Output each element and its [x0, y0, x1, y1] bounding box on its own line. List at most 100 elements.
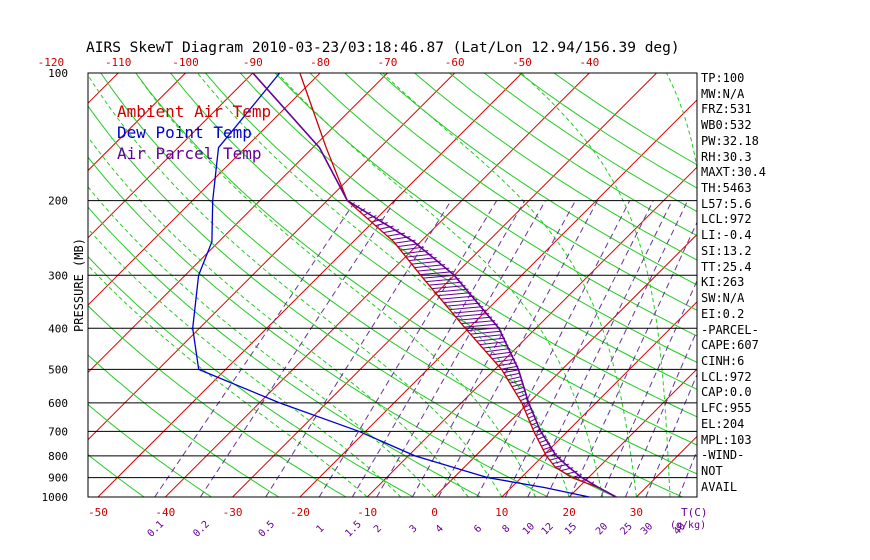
pressure-tick: 800	[48, 450, 68, 463]
chart-title: AIRS SkewT Diagram 2010-03-23/03:18:46.8…	[86, 40, 680, 56]
cape-hatch-mark	[503, 369, 520, 374]
mixing-ratio-line	[438, 200, 598, 497]
cape-hatch-mark	[411, 260, 441, 265]
isotherm-line	[88, 73, 456, 441]
legend-entry: Ambient Air Temp	[117, 102, 271, 121]
moist-adiabat	[88, 136, 469, 497]
isotherm-line	[232, 73, 657, 497]
isotherm-line	[366, 166, 697, 497]
isotherm-line	[501, 301, 697, 497]
mixing-ratio-tick: 20	[594, 521, 610, 537]
stat-entry: EL:204	[701, 416, 745, 431]
cape-hatch-mark	[509, 379, 523, 384]
pressure-tick: 200	[48, 195, 68, 208]
stat-entry: CAPE:607	[701, 338, 759, 353]
stat-entry: MAXT:30.4	[701, 165, 767, 180]
stat-entry: KI:263	[701, 275, 745, 290]
background-lines	[88, 73, 870, 497]
cape-hatch-mark	[434, 288, 469, 293]
cape-hatch-mark	[516, 390, 526, 395]
stat-entry: TP:100	[701, 71, 745, 85]
bottom-temperature-tick: -10	[357, 506, 377, 519]
cape-hatch-mark	[440, 295, 475, 300]
cape-hatch-mark	[367, 215, 377, 220]
legend-entry: Air Parcel Temp	[117, 144, 262, 163]
isotherm-line	[771, 73, 870, 497]
stat-entry: LFC:955	[701, 401, 752, 416]
legend-entry: Dew Point Temp	[117, 123, 252, 142]
moist-adiabat	[197, 73, 570, 497]
cape-hatch-mark	[452, 309, 487, 314]
air-parcel-temp-curve	[252, 73, 617, 497]
top-temperature-tick: -120	[38, 56, 65, 69]
top-temperature-tick: -60	[445, 56, 465, 69]
pressure-tick: 1000	[42, 491, 69, 504]
stat-entry: RH:30.3	[701, 149, 752, 164]
mixing-ratio-tick: 10	[521, 521, 537, 537]
top-temperature-tick: -70	[377, 56, 397, 69]
cape-hatch-mark	[371, 218, 383, 223]
pressure-tick: 400	[48, 322, 68, 335]
cape-hatch-mark	[498, 362, 517, 367]
stat-entry: SI:13.2	[701, 243, 752, 258]
dry-adiabat	[88, 255, 414, 497]
cape-hatch-mark	[455, 313, 490, 318]
bottom-temperature-tick: -40	[155, 506, 175, 519]
stat-entry: CAP:0.0	[701, 385, 752, 400]
cape-hatch-mark	[417, 267, 450, 272]
cape-hatch-mark	[467, 327, 501, 332]
cape-hatch-mark	[375, 222, 388, 227]
pressure-tick: 300	[48, 269, 68, 282]
dry-adiabat	[205, 73, 697, 418]
cape-hatch-mark	[464, 323, 499, 328]
mixing-ratio-line	[351, 200, 526, 497]
cape-hatch-mark	[482, 344, 509, 349]
mixing-ratio-line	[199, 200, 396, 497]
mixing-ratio-line	[411, 200, 576, 497]
stat-entry: AVAIL	[701, 479, 738, 494]
dry-adiabat	[414, 73, 697, 261]
top-temperature-tick: -90	[243, 56, 263, 69]
cape-hatch-mark	[476, 337, 506, 342]
cape-hatch-mark	[414, 264, 446, 269]
profiles	[192, 73, 617, 497]
mixing-ratio-line	[476, 200, 631, 497]
mixing-ratio-tick: 2	[372, 523, 384, 535]
mixing-ratio-line	[376, 200, 546, 497]
mixing-ratio-tick: 25	[619, 521, 635, 537]
pressure-tick: 900	[48, 472, 68, 485]
cape-hatch-mark	[405, 253, 433, 258]
moist-adiabat	[88, 264, 368, 497]
isotherm-line	[434, 233, 697, 497]
mixing-ratio-tick: 15	[563, 521, 579, 537]
dry-adiabat	[88, 105, 616, 497]
mixing-ratio-tick: 0.1	[146, 519, 167, 540]
pressure-tick: 700	[48, 425, 68, 438]
moist-adiabat	[88, 74, 503, 497]
cape-hatch-mark	[461, 320, 496, 325]
stat-entry: WB0:532	[701, 118, 752, 133]
dry-adiabat	[88, 156, 549, 497]
stat-entry: SW:N/A	[701, 291, 745, 306]
cape-hatch-mark	[495, 358, 516, 363]
bottom-temperature-tick: 30	[630, 506, 643, 519]
stat-entry: MW:N/A	[701, 86, 745, 101]
moist-adiabat	[520, 73, 671, 497]
mixing-ratio-line	[265, 200, 452, 497]
mixing-ratio-tick: 3	[408, 523, 420, 535]
plot-frame	[87, 72, 698, 498]
stat-entry: -WIND-	[701, 448, 745, 463]
moist-adiabat	[88, 186, 435, 497]
top-temperature-tick: -50	[512, 56, 532, 69]
isotherm-line	[299, 99, 697, 497]
cape-hatch-mark	[501, 365, 519, 370]
dry-adiabat	[88, 453, 145, 497]
top-temperature-tick: -100	[172, 56, 199, 69]
cape-hatch-mark	[423, 274, 457, 279]
bottom-temperature-tick: -20	[290, 506, 310, 519]
mixing-ratio-tick: 0.5	[257, 519, 278, 540]
bottom-temperature-tick: -50	[88, 506, 108, 519]
isotherm-line	[88, 73, 254, 239]
dry-adiabat	[239, 73, 697, 390]
